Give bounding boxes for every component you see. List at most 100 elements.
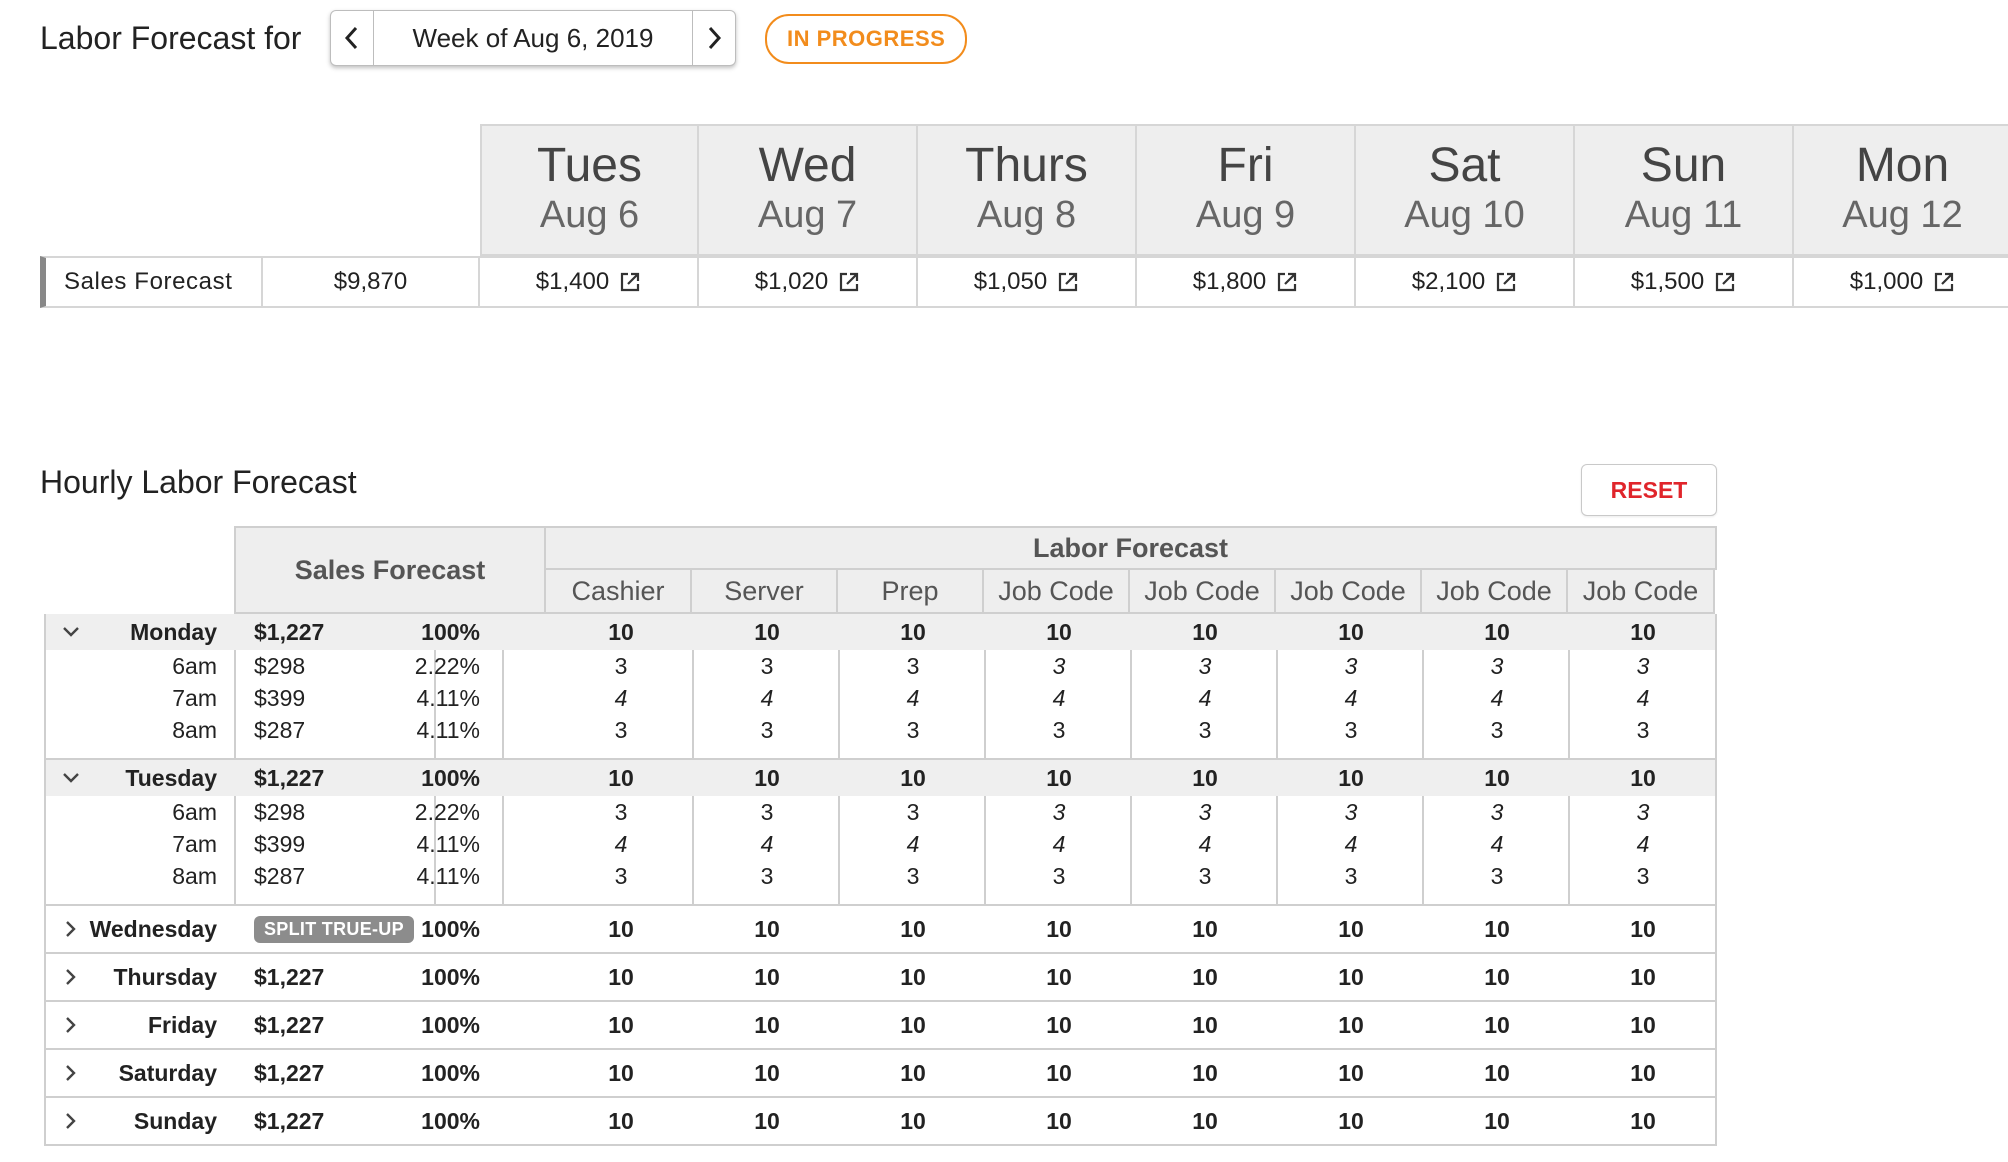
- hour-labor-value[interactable]: 3: [1052, 652, 1066, 679]
- hour-labor-value[interactable]: 3: [760, 652, 774, 679]
- hour-labor-value[interactable]: 4: [1198, 830, 1212, 857]
- hour-labor-value[interactable]: 3: [1052, 716, 1066, 743]
- day-labor-value[interactable]: 10: [1192, 618, 1218, 645]
- hour-labor-value[interactable]: 3: [1198, 862, 1212, 889]
- day-labor-value[interactable]: 10: [1484, 1059, 1510, 1086]
- hour-labor-value[interactable]: 3: [1052, 798, 1066, 825]
- hour-labor-value[interactable]: 4: [1052, 830, 1066, 857]
- hour-labor-value[interactable]: 4: [906, 830, 920, 857]
- hour-labor-value[interactable]: 3: [1344, 798, 1358, 825]
- hour-labor-value[interactable]: 3: [906, 862, 920, 889]
- day-labor-value[interactable]: 10: [1192, 1011, 1218, 1038]
- day-labor-value[interactable]: 10: [1484, 915, 1510, 942]
- hour-labor-value[interactable]: 4: [1636, 830, 1650, 857]
- hour-labor-value[interactable]: 3: [1344, 716, 1358, 743]
- day-labor-value[interactable]: 10: [608, 1059, 634, 1086]
- day-labor-value[interactable]: 10: [1338, 1011, 1364, 1038]
- day-labor-value[interactable]: 10: [900, 1059, 926, 1086]
- day-labor-value[interactable]: 10: [1338, 1059, 1364, 1086]
- external-link-icon[interactable]: [1057, 271, 1079, 293]
- hour-labor-value[interactable]: 4: [1344, 684, 1358, 711]
- day-labor-value[interactable]: 10: [1046, 1107, 1072, 1134]
- day-labor-value[interactable]: 10: [1630, 618, 1656, 645]
- hour-labor-value[interactable]: 3: [760, 716, 774, 743]
- hour-labor-value[interactable]: 4: [1490, 684, 1504, 711]
- hour-labor-value[interactable]: 4: [906, 684, 920, 711]
- day-labor-value[interactable]: 10: [900, 915, 926, 942]
- day-labor-value[interactable]: 10: [1338, 915, 1364, 942]
- hour-labor-value[interactable]: 3: [1490, 652, 1504, 679]
- hour-labor-value[interactable]: 3: [614, 798, 628, 825]
- day-labor-value[interactable]: 10: [1484, 1107, 1510, 1134]
- day-labor-value[interactable]: 10: [1046, 1011, 1072, 1038]
- hour-labor-value[interactable]: 3: [1636, 798, 1650, 825]
- day-labor-value[interactable]: 10: [1484, 1011, 1510, 1038]
- hour-labor-value[interactable]: 3: [614, 862, 628, 889]
- hour-labor-value[interactable]: 3: [1636, 652, 1650, 679]
- day-row[interactable]: Thursday $1,227 100% 10 10 10 10 10 10 10 10: [46, 954, 1715, 1000]
- hour-labor-value[interactable]: 3: [614, 652, 628, 679]
- day-labor-value[interactable]: 10: [754, 1011, 780, 1038]
- day-labor-value[interactable]: 10: [1484, 963, 1510, 990]
- day-labor-value[interactable]: 10: [1630, 1107, 1656, 1134]
- external-link-icon[interactable]: [1495, 271, 1517, 293]
- hour-labor-value[interactable]: 4: [1490, 830, 1504, 857]
- hour-labor-value[interactable]: 3: [1636, 862, 1650, 889]
- day-row[interactable]: Tuesday $1,227 100% 10 10 10 10 10 10 10 10: [46, 760, 1715, 796]
- day-row[interactable]: Friday $1,227 100% 10 10 10 10 10 10 10 10: [46, 1002, 1715, 1048]
- day-labor-value[interactable]: 10: [608, 915, 634, 942]
- day-labor-value[interactable]: 10: [754, 915, 780, 942]
- hour-labor-value[interactable]: 4: [614, 684, 628, 711]
- day-labor-value[interactable]: 10: [1046, 1059, 1072, 1086]
- hour-labor-value[interactable]: 3: [1198, 652, 1212, 679]
- hour-labor-value[interactable]: 3: [1198, 716, 1212, 743]
- external-link-icon[interactable]: [1933, 271, 1955, 293]
- day-labor-value[interactable]: 10: [754, 764, 780, 791]
- hour-labor-value[interactable]: 3: [614, 716, 628, 743]
- day-labor-value[interactable]: 10: [900, 1107, 926, 1134]
- day-labor-value[interactable]: 10: [900, 764, 926, 791]
- day-labor-value[interactable]: 10: [900, 963, 926, 990]
- hour-labor-value[interactable]: 3: [906, 652, 920, 679]
- hour-labor-value[interactable]: 3: [760, 862, 774, 889]
- day-labor-value[interactable]: 10: [1338, 764, 1364, 791]
- day-labor-value[interactable]: 10: [754, 1059, 780, 1086]
- hour-labor-value[interactable]: 4: [760, 684, 774, 711]
- chevron-down-icon[interactable]: [56, 760, 86, 796]
- hour-labor-value[interactable]: 3: [1490, 862, 1504, 889]
- day-labor-value[interactable]: 10: [1192, 1059, 1218, 1086]
- day-labor-value[interactable]: 10: [900, 618, 926, 645]
- day-labor-value[interactable]: 10: [1630, 963, 1656, 990]
- external-link-icon[interactable]: [1714, 271, 1736, 293]
- day-labor-value[interactable]: 10: [1630, 1059, 1656, 1086]
- day-labor-value[interactable]: 10: [1630, 1011, 1656, 1038]
- day-labor-value[interactable]: 10: [1046, 915, 1072, 942]
- day-labor-value[interactable]: 10: [1338, 963, 1364, 990]
- day-labor-value[interactable]: 10: [608, 1011, 634, 1038]
- day-labor-value[interactable]: 10: [1192, 764, 1218, 791]
- chevron-right-icon[interactable]: [56, 906, 86, 952]
- day-labor-value[interactable]: 10: [1338, 618, 1364, 645]
- chevron-right-icon[interactable]: [56, 1098, 86, 1144]
- reset-button[interactable]: RESET: [1581, 464, 1717, 516]
- day-labor-value[interactable]: 10: [1630, 764, 1656, 791]
- hour-labor-value[interactable]: 3: [760, 798, 774, 825]
- day-labor-value[interactable]: 10: [1046, 963, 1072, 990]
- hour-labor-value[interactable]: 4: [1344, 830, 1358, 857]
- day-labor-value[interactable]: 10: [754, 618, 780, 645]
- day-row[interactable]: Wednesday SPLIT TRUE-UP 100% 10 10 10 10 10 10 10…: [46, 906, 1715, 952]
- hour-labor-value[interactable]: 4: [1198, 684, 1212, 711]
- external-link-icon[interactable]: [838, 271, 860, 293]
- day-labor-value[interactable]: 10: [1338, 1107, 1364, 1134]
- hour-labor-value[interactable]: 3: [1344, 862, 1358, 889]
- day-labor-value[interactable]: 10: [608, 963, 634, 990]
- next-week-button[interactable]: [692, 11, 735, 65]
- hour-labor-value[interactable]: 3: [1052, 862, 1066, 889]
- hour-labor-value[interactable]: 3: [1490, 798, 1504, 825]
- chevron-right-icon[interactable]: [56, 954, 86, 1000]
- external-link-icon[interactable]: [1276, 271, 1298, 293]
- hour-labor-value[interactable]: 4: [1052, 684, 1066, 711]
- external-link-icon[interactable]: [619, 271, 641, 293]
- day-labor-value[interactable]: 10: [754, 1107, 780, 1134]
- hour-labor-value[interactable]: 3: [906, 716, 920, 743]
